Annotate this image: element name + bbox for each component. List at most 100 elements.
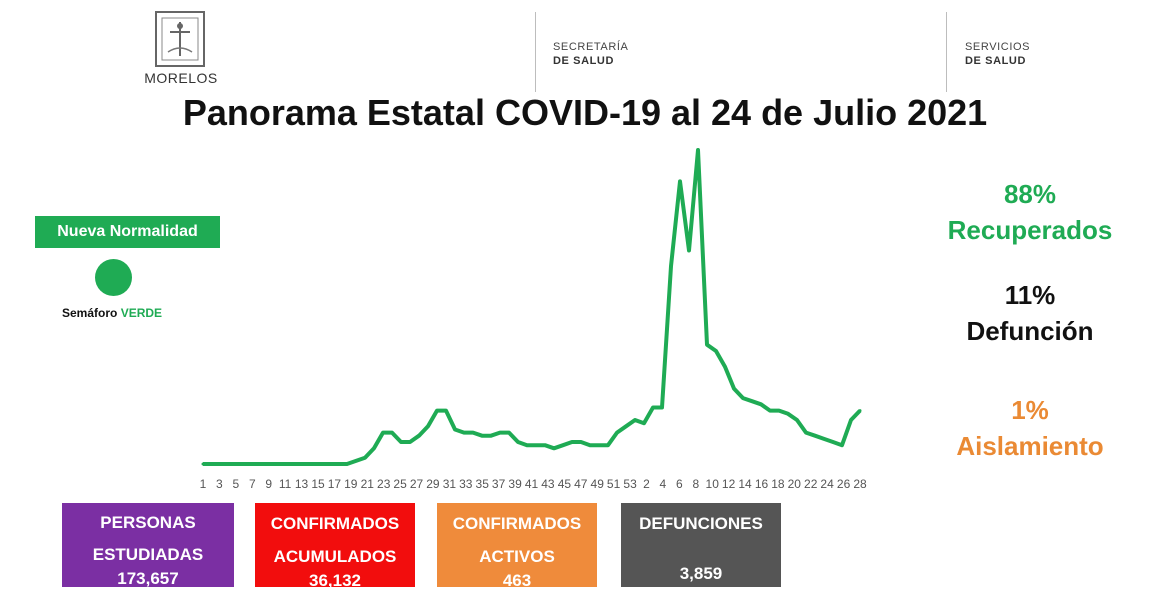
data-point bbox=[696, 148, 700, 152]
data-point bbox=[471, 431, 475, 435]
x-tick-label: 25 bbox=[393, 477, 407, 490]
data-point bbox=[507, 431, 511, 435]
data-point bbox=[660, 406, 664, 409]
x-tick-label: 15 bbox=[311, 477, 325, 490]
data-point bbox=[525, 443, 529, 447]
x-tick-label: 13 bbox=[295, 477, 309, 490]
data-point bbox=[354, 459, 358, 463]
data-point bbox=[768, 409, 772, 413]
data-point bbox=[228, 462, 232, 466]
data-point bbox=[759, 402, 763, 406]
data-point bbox=[201, 462, 205, 466]
x-tick-label: 10 bbox=[706, 477, 720, 490]
morelos-seal-logo bbox=[150, 10, 210, 68]
data-point bbox=[255, 462, 259, 466]
data-point bbox=[840, 443, 844, 447]
x-tick-label: 49 bbox=[591, 477, 605, 490]
data-point bbox=[246, 462, 250, 466]
data-point bbox=[705, 343, 709, 347]
x-tick-label: 4 bbox=[660, 477, 667, 490]
card-value: 173,657 bbox=[117, 569, 179, 588]
data-point bbox=[579, 440, 583, 444]
aislamiento-stat: 1% Aislamiento bbox=[915, 392, 1145, 464]
recuperados-pct: 88% bbox=[1003, 179, 1057, 209]
x-tick-label: 7 bbox=[249, 477, 256, 490]
header-divider bbox=[946, 12, 947, 92]
covid-cases-line-chart: 1 3 5 7 9 11 13 15 17 19 21 23 25 27 29 31 33 35 37 39 41 43 4… bbox=[200, 148, 867, 490]
x-tick-label: 33 bbox=[459, 477, 473, 490]
defunciones-card: DEFUNCIONES 3,859 bbox=[621, 503, 781, 587]
series-line bbox=[203, 148, 862, 466]
data-point bbox=[561, 443, 565, 447]
x-tick-label: 16 bbox=[755, 477, 769, 490]
data-point bbox=[723, 365, 727, 369]
x-tick-label: 5 bbox=[233, 477, 240, 490]
nueva-normalidad-badge: Nueva Normalidad bbox=[35, 216, 220, 248]
defuncion-label: Defunción bbox=[966, 316, 1094, 346]
x-tick-label: 21 bbox=[361, 477, 375, 490]
data-point bbox=[777, 409, 781, 413]
data-point bbox=[300, 462, 304, 466]
semaforo-label: Semáforo bbox=[62, 306, 118, 320]
defuncion-stat: 11% Defunción bbox=[915, 277, 1145, 349]
data-point bbox=[426, 424, 430, 428]
data-point bbox=[858, 409, 862, 413]
traffic-light-icon bbox=[95, 259, 132, 296]
x-tick-label: 35 bbox=[476, 477, 490, 490]
x-tick-label: 53 bbox=[623, 477, 637, 490]
x-tick-label: 9 bbox=[265, 477, 272, 490]
data-point bbox=[219, 462, 223, 466]
confirmados-acumulados-card: CONFIRMADOS ACUMULADOS 36,132 bbox=[255, 503, 415, 590]
x-tick-label: 47 bbox=[574, 477, 588, 490]
x-tick-label: 31 bbox=[443, 477, 457, 490]
data-point bbox=[489, 434, 493, 438]
secretaria-de-salud-logo: SECRETARÍA DE SALUD bbox=[553, 40, 628, 68]
x-tick-label: 22 bbox=[804, 477, 818, 490]
data-point bbox=[462, 431, 466, 435]
aislamiento-label: Aislamiento bbox=[956, 431, 1104, 461]
card-value: 3,859 bbox=[679, 564, 723, 583]
card-value: 463 bbox=[502, 571, 532, 590]
x-tick-label: 51 bbox=[607, 477, 621, 490]
data-point bbox=[813, 434, 817, 438]
card-label: PERSONAS bbox=[100, 513, 196, 532]
x-tick-label: 28 bbox=[853, 477, 867, 490]
data-point bbox=[390, 431, 394, 435]
x-tick-label: 3 bbox=[216, 477, 223, 490]
aislamiento-pct: 1% bbox=[1011, 395, 1049, 425]
data-point bbox=[264, 462, 268, 466]
card-label: CONFIRMADOS bbox=[270, 514, 400, 533]
data-point bbox=[543, 443, 547, 447]
x-tick-label: 6 bbox=[676, 477, 683, 490]
x-tick-label: 18 bbox=[771, 477, 785, 490]
x-tick-label: 37 bbox=[492, 477, 506, 490]
x-tick-label: 29 bbox=[426, 477, 440, 490]
data-point bbox=[336, 462, 340, 466]
secretaria-line1: SECRETARÍA bbox=[553, 41, 629, 53]
data-point bbox=[363, 456, 367, 460]
data-point bbox=[444, 409, 448, 413]
data-point bbox=[741, 396, 745, 400]
data-point bbox=[714, 349, 718, 353]
data-point bbox=[417, 434, 421, 438]
x-tick-label: 14 bbox=[738, 477, 752, 490]
x-tick-label: 19 bbox=[344, 477, 358, 490]
data-point bbox=[291, 462, 295, 466]
x-tick-label: 20 bbox=[788, 477, 802, 490]
data-point bbox=[516, 440, 520, 444]
x-tick-label: 26 bbox=[837, 477, 851, 490]
data-point bbox=[678, 179, 682, 183]
x-tick-label: 45 bbox=[558, 477, 572, 490]
x-tick-label: 41 bbox=[525, 477, 539, 490]
data-point bbox=[408, 440, 412, 444]
header-divider bbox=[535, 12, 536, 92]
card-label: ESTUDIADAS bbox=[92, 545, 204, 564]
x-tick-label: 2 bbox=[643, 477, 650, 490]
servicios-line2: DE SALUD bbox=[965, 55, 1027, 67]
data-point bbox=[669, 264, 673, 268]
x-tick-label: 1 bbox=[200, 477, 207, 490]
x-tick-label: 23 bbox=[377, 477, 391, 490]
data-point bbox=[732, 387, 736, 391]
data-point bbox=[822, 437, 826, 441]
data-point bbox=[570, 440, 574, 444]
